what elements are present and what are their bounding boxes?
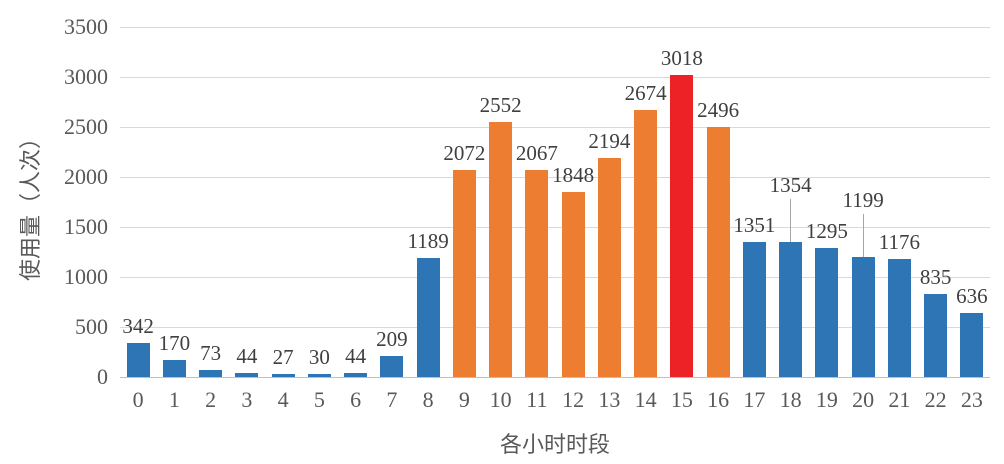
gridline [120,276,990,278]
gridline [120,76,990,78]
bar-hour-23 [960,313,984,377]
bar-hour-9 [452,169,476,377]
bar-hour-6 [344,372,368,377]
bar-hour-18 [779,241,803,377]
bar-hour-12 [561,192,585,377]
x-tick-label: 8 [422,387,434,412]
value-label: 2552 [479,92,522,117]
label-leader-line [862,214,864,258]
bar-hour-22 [924,293,948,377]
value-label: 1295 [805,218,848,243]
x-tick-label: 10 [489,387,512,412]
bar-hour-8 [416,258,440,377]
x-tick-label: 21 [888,387,911,412]
x-axis-line [120,376,990,378]
y-tick-label: 1500 [64,214,108,239]
value-label: 1354 [769,172,812,197]
y-tick-label: 0 [97,364,108,389]
x-tick-label: 16 [707,387,730,412]
value-label: 2496 [697,98,740,123]
value-label: 636 [956,284,988,309]
value-label: 1351 [733,212,776,237]
value-label: 835 [919,264,952,289]
bar-hour-11 [525,170,549,377]
y-tick-label: 1000 [64,264,108,289]
bar-hour-17 [742,241,766,377]
label-leader-line [790,198,792,242]
bar-hour-7 [380,356,404,377]
value-label: 44 [345,343,367,368]
gridline [120,176,990,178]
x-axis-title: 各小时时段 [499,432,610,457]
y-tick-label: 2500 [64,114,108,139]
bar-hour-4 [271,374,295,377]
x-tick-label: 7 [386,387,398,412]
x-tick-label: 22 [924,387,947,412]
value-label: 1848 [552,163,595,188]
value-label: 2674 [624,80,667,105]
bar-hour-5 [307,374,331,377]
y-tick-label: 3500 [64,14,108,39]
bar-hour-2 [199,369,223,377]
bar-hour-19 [815,247,839,377]
bar-hour-15 [670,75,694,377]
value-label: 44 [236,343,258,368]
value-label: 1199 [842,188,884,213]
value-label: 342 [122,313,154,338]
x-tick-label: 11 [526,387,548,412]
bar-hour-20 [851,257,875,377]
x-tick-label: 13 [598,387,621,412]
x-tick-label: 14 [634,387,657,412]
x-tick-label: 20 [852,387,875,412]
value-label: 1189 [407,229,449,254]
x-tick-label: 19 [815,387,838,412]
bar-hour-0 [126,342,150,377]
value-label: 2194 [588,128,631,153]
value-label: 2067 [515,141,558,166]
gridline [120,226,990,228]
x-tick-label: 0 [132,387,144,412]
bar-hour-13 [597,157,621,377]
x-tick-label: 23 [960,387,983,412]
bar-hour-1 [162,360,186,377]
x-tick-label: 5 [313,387,325,412]
value-label: 209 [376,327,408,352]
bar-hour-14 [634,109,658,377]
gridline [120,126,990,128]
y-tick-label: 3000 [64,64,108,89]
x-tick-label: 2 [205,387,217,412]
x-tick-label: 18 [779,387,802,412]
bar-hour-21 [887,259,911,377]
value-label: 30 [308,345,330,369]
value-label: 1176 [878,230,920,255]
x-tick-label: 4 [277,387,289,412]
x-tick-label: 9 [458,387,470,412]
x-tick-label: 12 [562,387,585,412]
x-tick-label: 1 [168,387,180,412]
gridline [120,326,990,328]
x-tick-label: 6 [350,387,362,412]
gridline [120,26,990,28]
bar-hour-16 [706,127,730,377]
x-tick-label: 17 [743,387,766,412]
value-label: 170 [158,331,191,355]
y-tick-label: 500 [75,314,108,339]
y-tick-label: 2000 [64,164,108,189]
bar-hour-10 [489,121,513,377]
x-tick-label: 15 [670,387,693,412]
bar-hour-3 [235,372,259,377]
value-label: 3018 [660,46,703,71]
value-label: 2072 [443,140,486,165]
value-label: 73 [200,340,222,365]
x-tick-label: 3 [241,387,253,412]
y-axis-title: 使用量（人次） [18,127,43,282]
value-label: 27 [272,345,294,370]
